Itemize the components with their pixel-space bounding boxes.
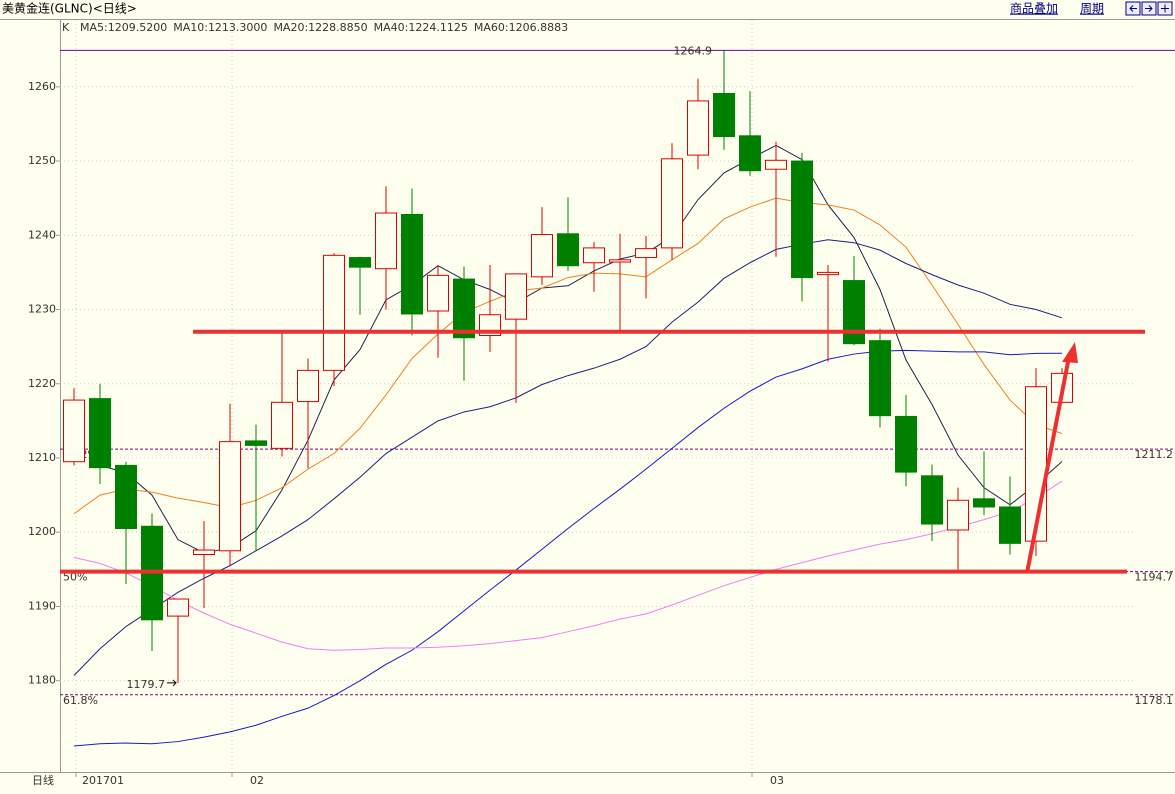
- fib-value: 1211.2: [1135, 448, 1174, 461]
- candle-body: [297, 369, 319, 403]
- candle-body: [791, 160, 813, 279]
- candle-body: [401, 213, 423, 315]
- high-label: 1264.9: [674, 44, 713, 57]
- candle-body: [869, 340, 891, 417]
- candle-body: [531, 234, 553, 278]
- y-tick-label: 1190: [28, 599, 56, 612]
- y-tick-label: 1200: [28, 525, 56, 538]
- x-tick-label: 02: [250, 774, 264, 787]
- candle-body: [583, 247, 605, 264]
- y-tick-label: 1180: [28, 674, 56, 687]
- fib-value: 1178.1: [1135, 694, 1174, 707]
- candle-body: [323, 254, 345, 371]
- x-axis-label: 日线: [32, 773, 54, 787]
- legend-entry: MA5:1209.5200: [80, 21, 167, 34]
- candle-body: [947, 499, 969, 531]
- plot: 1180 1190 1200 1210 1220 1230 1240 1250 1260 2017…: [28, 20, 1175, 787]
- low-arrow: [167, 679, 177, 687]
- y-tick-label: 1250: [28, 154, 56, 167]
- candle-body: [661, 158, 683, 249]
- legend-entry: MA40:1224.1125: [374, 21, 468, 34]
- candle-body: [609, 259, 631, 263]
- candle-body: [999, 506, 1021, 544]
- candle-body: [765, 159, 787, 170]
- candle-body: [973, 498, 995, 508]
- icon: [1161, 4, 1169, 13]
- icon: [1145, 5, 1153, 12]
- candle-body: [843, 280, 865, 345]
- legend-entry: MA20:1228.8850: [273, 21, 367, 34]
- y-tick-label: 1240: [28, 228, 56, 241]
- candle-body: [505, 273, 527, 320]
- candle-body: [817, 271, 839, 276]
- y-tick-label: 1220: [28, 377, 56, 390]
- candle-body: [245, 440, 267, 446]
- candle-body: [219, 441, 241, 552]
- candle-body: [557, 233, 579, 267]
- period-button[interactable]: 周期: [1080, 2, 1104, 16]
- candle-body: [895, 415, 917, 473]
- low-label: 1179.7: [127, 678, 166, 691]
- legend-prefix: K: [62, 21, 70, 34]
- ma-line: [73, 480, 1063, 651]
- candle-body: [713, 92, 735, 138]
- candle-body: [167, 598, 189, 617]
- candle-body: [63, 399, 85, 463]
- ma-line: [73, 349, 1063, 747]
- fib-label: 61.8%: [63, 694, 98, 707]
- nav-icons[interactable]: [1125, 1, 1173, 16]
- ma-line: [73, 239, 1063, 676]
- candle-body: [427, 274, 449, 312]
- arrow-head: [1062, 342, 1078, 363]
- y-tick-label: 1210: [28, 451, 56, 464]
- fib-label: 50%: [63, 571, 87, 584]
- y-tick-label: 1230: [28, 303, 56, 316]
- candle-body: [271, 401, 293, 449]
- candle-body: [89, 398, 111, 469]
- x-tick-label: 03: [770, 774, 784, 787]
- candle-body: [635, 248, 657, 259]
- icon: [1129, 5, 1137, 12]
- candle-body: [193, 549, 215, 555]
- candle-body: [115, 464, 137, 530]
- chart-title: 美黄金连(GLNC)<日线>: [2, 1, 137, 16]
- candle-body: [349, 257, 371, 268]
- x-tick-label: 201701: [82, 774, 124, 787]
- candle-body: [375, 212, 397, 270]
- overlay-button[interactable]: 商品叠加: [1010, 1, 1058, 16]
- fib-value: 1194.7: [1135, 571, 1174, 584]
- legend-entry: MA10:1213.3000: [173, 21, 267, 34]
- candle-body: [739, 135, 761, 172]
- candle-body: [921, 475, 943, 525]
- candle-body: [453, 278, 475, 339]
- legend-entry: MA60:1206.8883: [474, 21, 568, 34]
- trend-arrow: [1025, 361, 1070, 574]
- ma-line: [99, 144, 1063, 554]
- candle-body: [687, 100, 709, 156]
- y-tick-label: 1260: [28, 80, 56, 93]
